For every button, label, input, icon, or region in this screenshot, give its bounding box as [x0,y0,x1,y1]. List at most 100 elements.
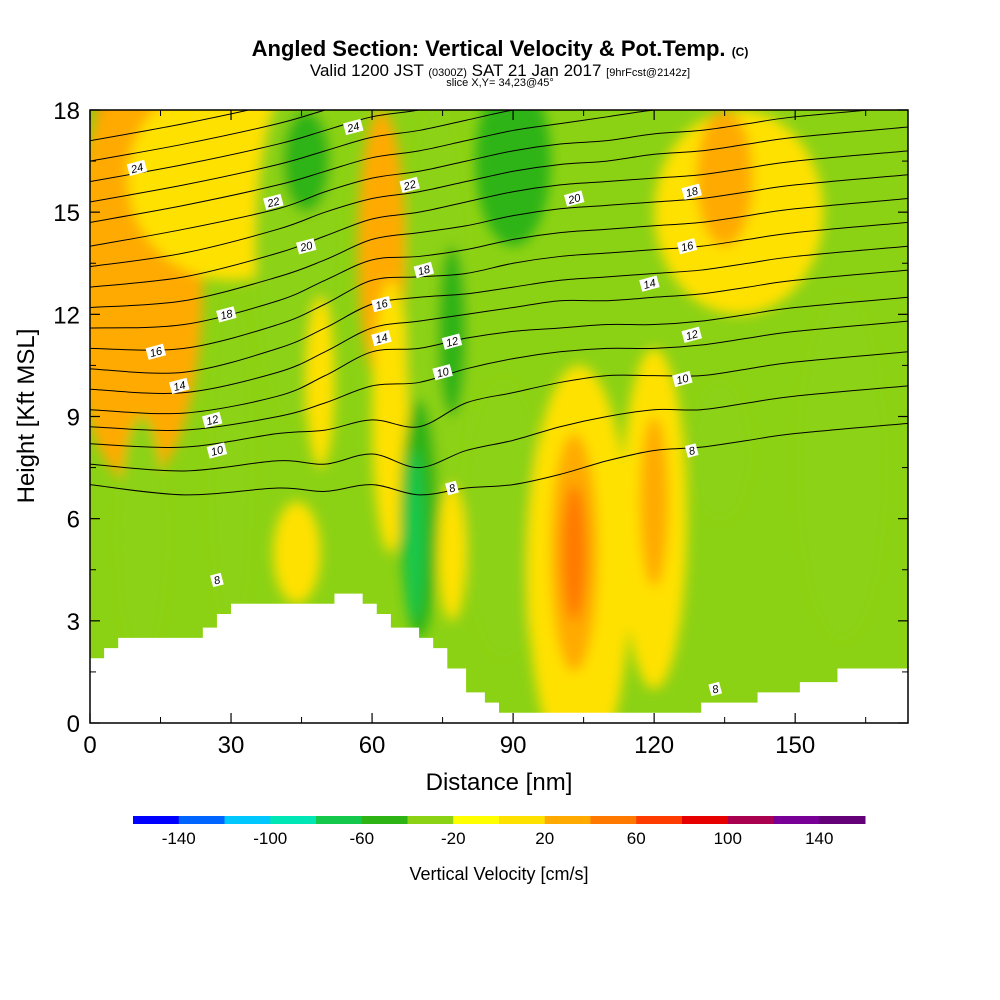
y-tick-label: 15 [53,200,80,227]
theta-label-text: 16 [374,297,390,312]
theta-label: 8 [210,572,224,588]
colorbar-tick-label: -60 [349,829,374,848]
theta-contour [90,269,908,394]
x-axis-label: Distance [nm] [426,769,573,796]
velocity-cell [437,484,467,621]
theta-contour [90,422,908,496]
theta-label-box [296,238,317,255]
theta-contour [90,245,908,374]
theta-label: 24 [343,118,364,136]
theta-label: 14 [639,275,660,292]
theta-label: 18 [216,306,237,323]
theta-contour [90,110,875,247]
theta-label-box [169,377,190,394]
theta-contour [90,110,422,183]
colorbar-swatch [316,816,363,824]
velocity-cell [404,450,424,621]
theta-label-text: 8 [711,683,721,696]
theta-label-box [681,183,702,200]
theta-label: 18 [681,183,702,200]
x-tick-label: 0 [83,732,96,759]
velocity-cell [696,110,753,247]
theta-label-box [145,343,167,360]
x-tick-label: 60 [359,732,386,759]
colorbar-swatch [499,816,546,824]
theta-label: 12 [201,411,223,429]
theta-label-text: 18 [219,308,235,323]
colorbar-swatch [407,816,454,824]
velocity-cell [437,246,467,417]
theta-label: 12 [681,326,702,343]
theta-label-text: 24 [345,121,361,136]
theta-label: 10 [206,442,228,459]
x-tick-label: 90 [500,732,527,759]
y-tick-label: 0 [67,711,80,738]
colorbar-tick-label: 60 [627,829,646,848]
y-axis-label: Height [Kft MSL] [13,329,40,504]
theta-label: 8 [445,480,459,496]
theta-label-box [371,330,392,347]
theta-label: 20 [296,238,317,255]
colorbar-tick-label: -100 [253,829,287,848]
theta-label-text: 12 [205,413,220,428]
valid-date: SAT 21 Jan 2017 [471,61,602,80]
theta-contour [90,174,908,309]
y-tick-label: 9 [67,405,80,432]
theta-label-text: 16 [680,240,696,255]
velocity-cell [118,416,166,655]
theta-label-text: 12 [445,335,460,350]
theta-label-text: 20 [298,240,315,255]
colorbar-swatch [133,816,180,824]
theta-label: 16 [145,343,167,360]
velocity-cell [640,416,669,587]
axis-ticks: 0 30 60 90 120 150 0 3 6 9 12 15 18 [53,98,908,759]
x-tick-label: 30 [218,732,245,759]
theta-label-box [681,326,702,343]
theta-label-box [445,480,459,496]
theta-label-box [126,159,148,177]
theta-label: 10 [432,364,453,381]
theta-label-text: 10 [210,444,226,459]
theta-label-box [413,261,435,279]
theta-label-text: 14 [172,379,187,394]
valid-time-line: Valid 1200 JST (0300Z) SAT 21 Jan 2017 [… [0,61,1000,81]
velocity-cell [562,484,586,621]
velocity-cell [691,382,749,519]
theta-label-box [206,442,228,459]
theta-label-box [201,411,223,429]
theta-label: 16 [371,295,392,312]
colorbar-swatch [590,816,637,824]
theta-contour [90,296,908,415]
x-tick-label: 150 [775,732,815,759]
theta-contour-labels: 24 22 20 18 16 14 12 10 8 24 22 18 16 14 12 10 8 20 18 16 14… [126,118,723,696]
theta-label-box [441,333,463,350]
colorbar-tick-label: -20 [441,829,466,848]
terrain-mask [90,593,908,723]
theta-label-box [676,238,698,255]
colorbar: -140 -100 -60 -20 20 60 100 140 [133,816,866,848]
theta-label-box [216,306,237,323]
theta-label: 22 [263,193,284,211]
theta-label-text: 10 [675,372,691,387]
theta-label-text: 18 [417,263,433,278]
theta-label-text: 16 [149,345,165,360]
theta-label-text: 8 [448,482,458,495]
colorbar-swatch [727,816,774,824]
colorbar-tick-label: 100 [714,829,742,848]
y-tick-label: 6 [67,507,80,534]
velocity-field [90,110,885,723]
theta-label: 14 [169,377,190,394]
colorbar-swatch [682,816,729,824]
theta-label-text: 8 [687,445,697,458]
velocity-cell [799,297,885,638]
theta-label-box [263,193,284,211]
theta-label-box [639,275,660,292]
theta-contour [90,198,908,329]
theta-label-text: 22 [402,179,418,194]
colorbar-swatch [270,816,317,824]
y-tick-label: 18 [53,98,80,125]
theta-contour [90,221,908,351]
slice-info: slice X,Y= 34,23@45° [446,77,554,89]
valid-time-local: Valid 1200 JST [309,61,424,80]
theta-label-text: 18 [685,185,701,200]
